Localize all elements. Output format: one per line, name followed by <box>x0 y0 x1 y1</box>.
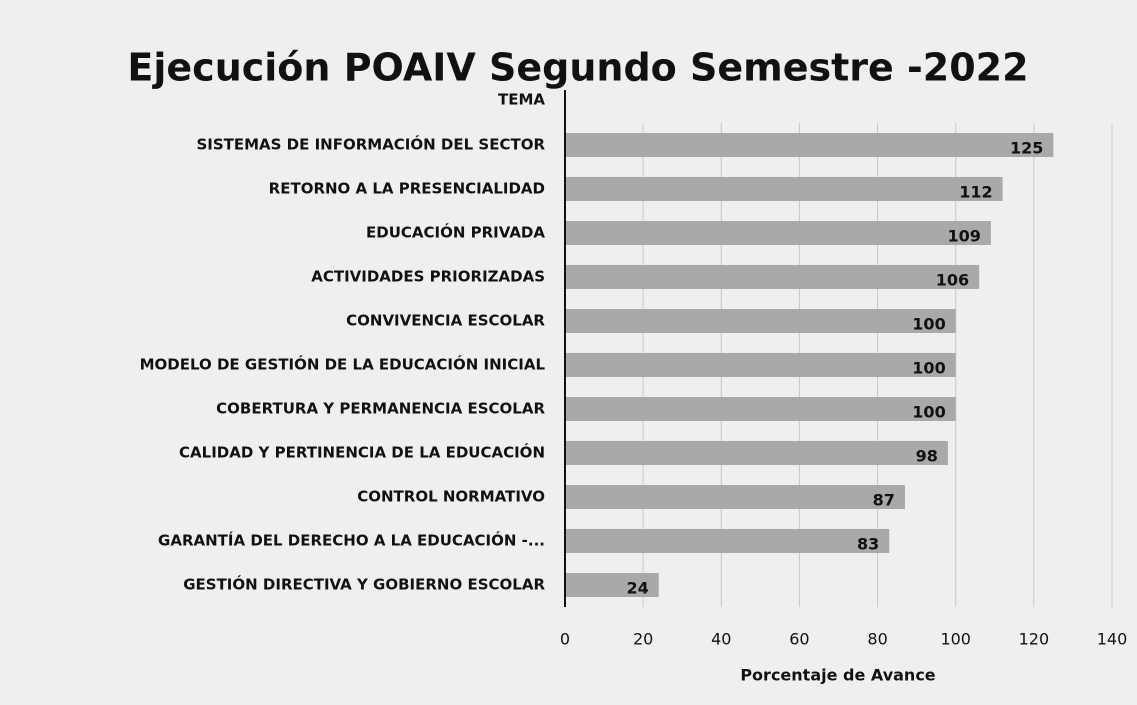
data-label: 109 <box>947 227 980 246</box>
y-tick-label: EDUCACIÓN PRIVADA <box>366 223 545 242</box>
y-tick-label: CONTROL NORMATIVO <box>357 488 545 506</box>
data-label: 98 <box>916 447 938 466</box>
bar <box>565 309 956 333</box>
x-tick-label: 140 <box>1097 630 1128 649</box>
x-tick-label: 40 <box>711 630 731 649</box>
data-label: 125 <box>1010 139 1043 158</box>
x-axis-title: Porcentaje de Avance <box>740 666 935 685</box>
bar <box>565 221 991 245</box>
x-tick-label: 60 <box>789 630 809 649</box>
data-label: 100 <box>912 403 945 422</box>
data-label: 83 <box>857 535 879 554</box>
x-tick-label: 100 <box>940 630 971 649</box>
data-label: 112 <box>959 183 992 202</box>
y-tick-label: COBERTURA Y PERMANENCIA ESCOLAR <box>216 400 545 418</box>
chart-title: Ejecución POAIV Segundo Semestre -2022 <box>127 46 1028 90</box>
bar <box>565 529 890 553</box>
y-tick-label: MODELO DE GESTIÓN DE LA EDUCACIÓN INICIA… <box>140 355 546 374</box>
bar <box>565 177 1003 201</box>
bar <box>565 133 1054 157</box>
data-label: 87 <box>873 491 895 510</box>
x-tick-label: 20 <box>633 630 653 649</box>
data-label: 24 <box>627 579 649 598</box>
x-tick-label: 80 <box>867 630 887 649</box>
x-tick-label: 0 <box>560 630 570 649</box>
data-label: 106 <box>936 271 969 290</box>
bar <box>565 353 956 377</box>
bar <box>565 265 980 289</box>
y-tick-label: GARANTÍA DEL DERECHO A LA EDUCACIÓN -... <box>158 531 545 550</box>
bar <box>565 441 948 465</box>
y-tick-label: ACTIVIDADES PRIORIZADAS <box>311 268 545 286</box>
bar <box>565 573 659 597</box>
y-tick-label: RETORNO A LA PRESENCIALIDAD <box>269 180 545 198</box>
y-tick-label: CONVIVENCIA ESCOLAR <box>346 312 545 330</box>
bar <box>565 397 956 421</box>
x-tick-label: 120 <box>1019 630 1050 649</box>
data-label: 100 <box>912 359 945 378</box>
y-tick-label: SISTEMAS DE INFORMACIÓN DEL SECTOR <box>196 135 545 154</box>
y-axis-title: TEMA <box>498 91 545 109</box>
y-tick-label: GESTIÓN DIRECTIVA Y GOBIERNO ESCOLAR <box>183 575 545 594</box>
data-label: 100 <box>912 315 945 334</box>
y-tick-label: CALIDAD Y PERTINENCIA DE LA EDUCACIÓN <box>179 443 545 462</box>
bar <box>565 485 905 509</box>
